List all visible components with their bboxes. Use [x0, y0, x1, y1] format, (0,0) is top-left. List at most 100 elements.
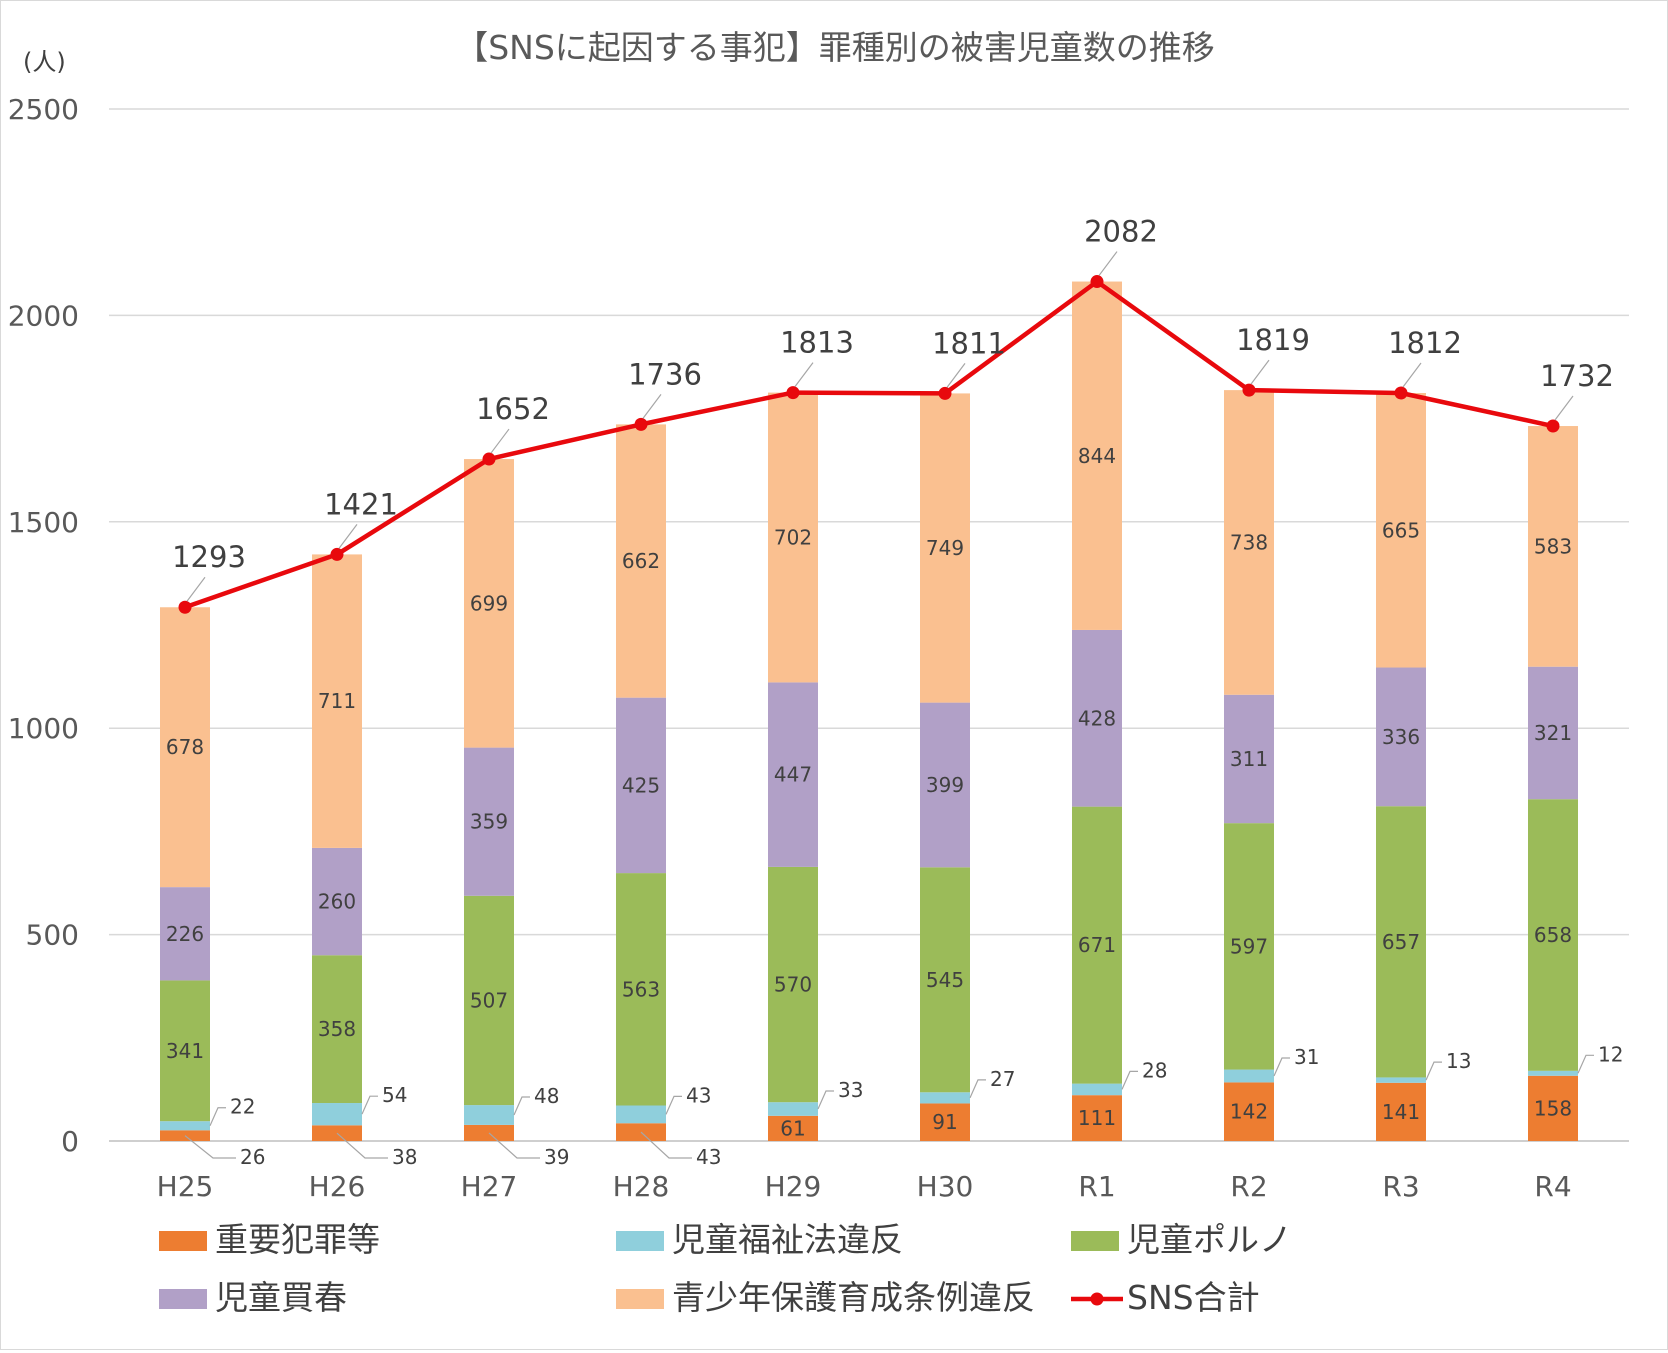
legend-swatch-0	[159, 1231, 207, 1251]
bar-H29-s4	[768, 392, 818, 683]
label-R4-s1: 12	[1598, 1042, 1623, 1066]
bar-H27-s4	[464, 459, 514, 748]
label-R1-s1: 28	[1142, 1058, 1167, 1082]
label-R3-s3: 336	[1382, 725, 1420, 749]
label-H27-s4: 699	[470, 591, 508, 615]
total-leader-R3	[1402, 362, 1422, 388]
total-leader-H27	[490, 428, 510, 454]
bar-H27-s3	[464, 747, 514, 896]
bar-H28-s2	[616, 873, 666, 1106]
bar-H26-s3	[312, 847, 362, 956]
bar-H30-s1	[920, 1092, 970, 1104]
total-label-H30: 1811	[932, 326, 1006, 360]
bar-R3-s1	[1376, 1077, 1426, 1083]
bar-H30-s4	[920, 393, 970, 703]
grid-layer: 0 500 1000 1500 2000 2500 H25 H26 H27 H28 H29 H30 R1…	[8, 93, 1629, 1203]
x-tick-H28: H28	[613, 1170, 670, 1203]
bar-R2-s2	[1224, 823, 1274, 1070]
bar-R1-s0	[1072, 1095, 1122, 1141]
total-point-H29	[786, 386, 800, 400]
legend-swatch-4	[616, 1289, 664, 1309]
label-R2-s1: 31	[1294, 1045, 1319, 1069]
x-tick-H27: H27	[461, 1170, 518, 1203]
label-H27-s2: 507	[470, 988, 508, 1012]
line-layer	[178, 275, 1560, 614]
leader-R4-s1	[1577, 1054, 1594, 1074]
total-leader-H29	[794, 362, 814, 387]
label-H30-s4: 749	[926, 536, 964, 560]
bar-R2-s0	[1224, 1082, 1274, 1141]
label-R4-s2: 658	[1534, 923, 1572, 947]
legend-label-5: SNS合計	[1127, 1278, 1260, 1317]
legend-swatch-3	[159, 1289, 207, 1309]
total-label-H26: 1421	[324, 487, 398, 521]
x-tick-H26: H26	[309, 1170, 366, 1203]
label-H30-s1: 27	[990, 1067, 1015, 1091]
label-H26-s1: 54	[382, 1083, 407, 1107]
bar-R3-s3	[1376, 667, 1426, 807]
label-H25-s2: 341	[166, 1039, 204, 1063]
total-line	[184, 279, 1554, 610]
total-label-R2: 1819	[1236, 323, 1310, 357]
leader-R1-s1	[1121, 1070, 1138, 1090]
leader-H25-s0	[184, 1135, 236, 1159]
y-tick-500: 500	[26, 919, 79, 952]
leader-H29-s1	[817, 1090, 834, 1110]
label-H30-s0: 91	[932, 1110, 957, 1134]
bar-H28-s4	[616, 424, 666, 698]
leader-H26-s1	[361, 1095, 378, 1115]
total-leader-R2	[1250, 359, 1270, 385]
leader-H28-s0	[640, 1131, 692, 1159]
total-point-H27	[482, 452, 496, 466]
legend-label-1: 児童福祉法違反	[672, 1220, 903, 1259]
label-R2-s2: 597	[1230, 934, 1268, 958]
x-tick-R3: R3	[1382, 1170, 1419, 1203]
bar-H25-s3	[160, 887, 210, 981]
label-H29-s3: 447	[774, 763, 812, 787]
bar-H25-s4	[160, 607, 210, 888]
label-H26-s2: 358	[318, 1017, 356, 1041]
total-label-R3: 1812	[1388, 326, 1462, 360]
label-R4-s3: 321	[1534, 721, 1572, 745]
legend-label-4: 青少年保護育成条例違反	[672, 1278, 1035, 1317]
total-point-R2	[1242, 383, 1256, 397]
label-H27-s1: 48	[534, 1084, 559, 1108]
chart-title: 【SNSに起因する事犯】罪種別の被害児童数の推移	[455, 28, 1215, 67]
label-R4-s0: 158	[1534, 1096, 1572, 1120]
total-point-R4	[1546, 419, 1560, 433]
bar-R1-s2	[1072, 806, 1122, 1084]
label-R3-s1: 13	[1446, 1049, 1471, 1073]
leader-H26-s0	[336, 1132, 388, 1159]
legend-swatch-2	[1071, 1231, 1119, 1251]
label-H25-s3: 226	[166, 922, 204, 946]
leader-H27-s0	[488, 1132, 540, 1159]
total-leader-R1	[1098, 251, 1118, 276]
legend-swatch-marker	[1090, 1292, 1104, 1306]
bar-R4-s0	[1528, 1075, 1578, 1141]
bar-H25-s2	[160, 980, 210, 1122]
bar-R3-s2	[1376, 806, 1426, 1078]
label-H25-s0: 26	[240, 1145, 265, 1169]
label-R3-s2: 657	[1382, 930, 1420, 954]
total-point-H28	[634, 417, 648, 431]
total-label-R1: 2082	[1084, 215, 1158, 249]
bar-R1-s1	[1072, 1083, 1122, 1096]
bars-layer	[160, 281, 1578, 1141]
bar-H26-s4	[312, 554, 362, 848]
bar-H26-s1	[312, 1103, 362, 1126]
y-tick-2500: 2500	[8, 93, 79, 126]
bar-H25-s1	[160, 1121, 210, 1131]
bar-H28-s3	[616, 697, 666, 874]
bar-R4-s1	[1528, 1070, 1578, 1076]
leader-H28-s1	[665, 1095, 682, 1115]
bar-R1-s3	[1072, 629, 1122, 807]
legend-label-3: 児童買春	[215, 1278, 347, 1317]
labels-layer: 26 22 341 226 678 38 54 358 260 711 39 48 507 359 699 4…	[166, 215, 1624, 1169]
label-R4-s4: 583	[1534, 534, 1572, 558]
total-label-H29: 1813	[780, 326, 854, 360]
label-R2-s4: 738	[1230, 530, 1268, 554]
label-H28-s0: 43	[696, 1145, 721, 1169]
